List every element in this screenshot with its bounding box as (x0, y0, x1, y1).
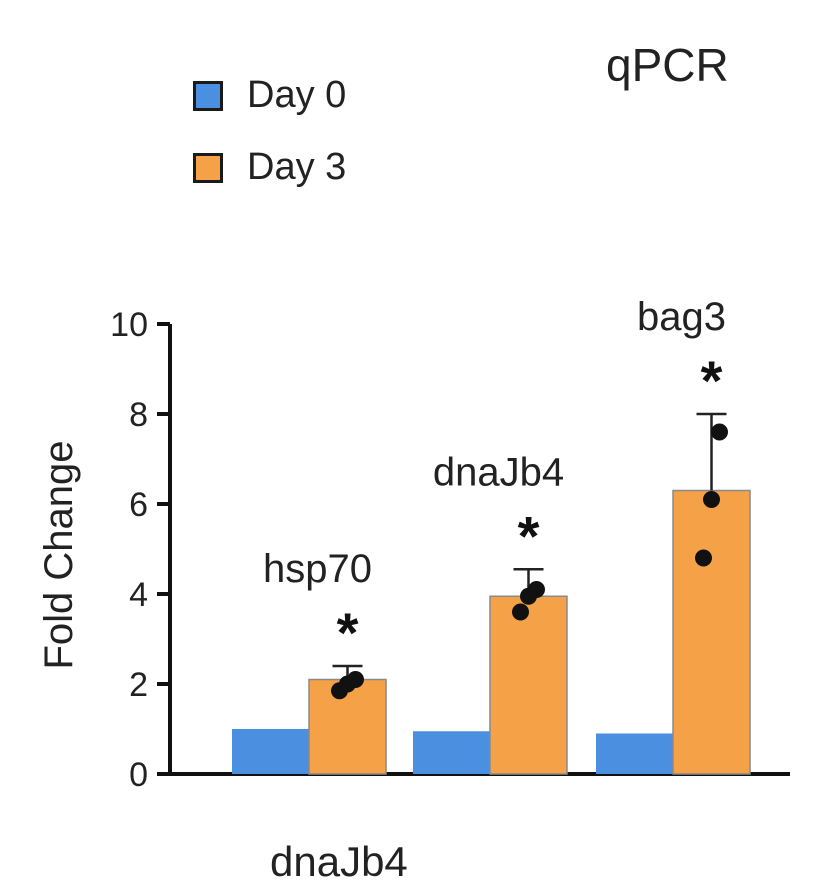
bar-day0-hsp70 (232, 729, 309, 774)
y-tick-label: 10 (110, 306, 148, 344)
y-axis-label: Fold Change (37, 440, 81, 669)
data-point-dnaJb4 (528, 581, 545, 598)
legend-swatch-day0 (193, 80, 223, 111)
legend-swatch-day3 (193, 152, 223, 183)
bar-day0-dnaJb4 (413, 731, 490, 774)
data-point-dnaJb4 (512, 603, 529, 621)
category-label-bag3: bag3 (637, 295, 726, 339)
bar-day3-hsp70 (308, 678, 387, 775)
chart-title: qPCR (606, 39, 729, 91)
data-point-bag3 (695, 549, 712, 567)
y-tick-label: 2 (129, 666, 148, 704)
y-tick-label: 4 (129, 576, 148, 614)
y-tick-label: 6 (129, 486, 148, 524)
bar-day0-bag3 (596, 733, 673, 774)
legend-item-day3: Day 3 (193, 146, 346, 189)
significance-star-bag3: * (701, 349, 723, 412)
significance-star-hsp70: * (337, 601, 359, 664)
legend-label-day3: Day 3 (247, 146, 347, 188)
y-tick-label: 8 (129, 396, 148, 434)
bar-day3-bag3 (672, 489, 751, 775)
data-point-hsp70 (347, 671, 364, 688)
data-point-bag3 (711, 423, 728, 441)
significance-star-dnaJb4: * (518, 504, 540, 567)
y-tick-label: 0 (129, 756, 148, 794)
legend-label-day0: Day 0 (247, 74, 347, 116)
category-label-hsp70: hsp70 (263, 547, 372, 591)
legend-item-day0: Day 0 (193, 74, 346, 117)
bar-day3-dnaJb4 (489, 595, 568, 775)
category-label-dnaJb4: dnaJb4 (433, 450, 564, 494)
data-point-bag3 (703, 491, 720, 508)
x-axis-label: dnaJb4 (270, 838, 408, 885)
